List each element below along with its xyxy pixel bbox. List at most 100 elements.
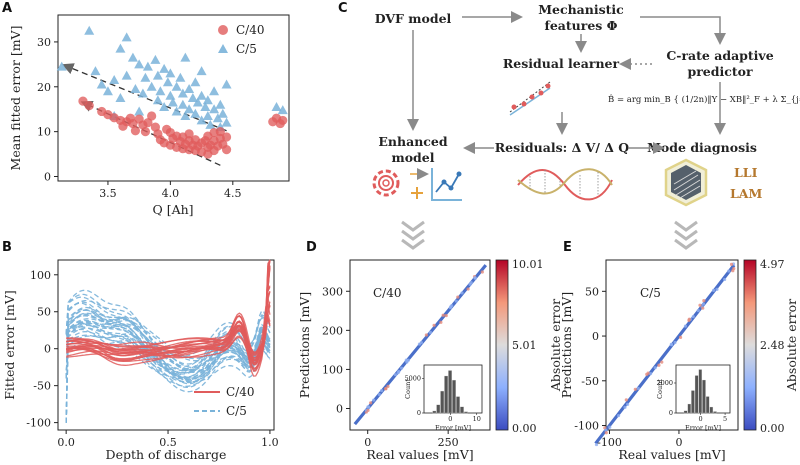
colorbar-label: Absolute error (548, 299, 563, 392)
x-tick-label: 0 (675, 436, 682, 449)
y-tick-label: 50 (37, 306, 51, 319)
legend-marker-c5 (218, 44, 228, 53)
prediction-point (604, 431, 608, 435)
point-c5 (137, 88, 148, 98)
y-tick-label: 200 (322, 324, 343, 337)
prediction-point (673, 340, 677, 345)
point-c5 (109, 75, 120, 85)
prediction-point (480, 270, 484, 274)
arrow-mech-crate (640, 16, 726, 45)
point-c5 (205, 119, 216, 129)
point-c40 (209, 127, 219, 138)
point-c5 (202, 95, 213, 105)
x-ticks: 3.5 4.0 4.5 (99, 181, 242, 200)
residual-learner-plot-icon (509, 81, 551, 116)
prediction-point (691, 315, 695, 319)
plot-title: C/5 (640, 286, 661, 300)
panel-c: C DVF model Mechanistic features Φ C-rat… (338, 1, 800, 250)
point-c5 (171, 81, 182, 91)
y-tick-label: -100 (26, 417, 51, 430)
point-c40 (84, 101, 94, 111)
point-c5 (134, 106, 145, 116)
prediction-point (454, 299, 458, 303)
prediction-point (732, 266, 736, 271)
point-c5 (196, 66, 207, 76)
point-c5 (177, 88, 188, 98)
y-tick-label: 0 (44, 171, 51, 184)
point-c40 (130, 126, 141, 136)
inset-ylabel: Count (404, 379, 412, 399)
chevron-down-icon (401, 220, 425, 250)
prediction-point (723, 277, 727, 282)
prediction-point (727, 269, 731, 273)
y-tick-label: 50 (585, 285, 599, 298)
panel-letter-c: C (338, 1, 348, 16)
plot-title: C/40 (373, 286, 402, 300)
point-c5 (165, 90, 176, 100)
prediction-point (711, 288, 716, 292)
plot-e-frame (605, 259, 739, 431)
y-tick-label: 10 (37, 126, 51, 139)
point-c40 (165, 127, 175, 138)
y-axis-label: Predictions [mV] (559, 292, 574, 398)
data-point-icon (545, 83, 551, 89)
x-tick-label: 0 (364, 436, 371, 449)
point-c40 (278, 115, 288, 126)
lli-label: LLI (734, 165, 758, 180)
prediction-point (399, 366, 404, 370)
prediction-point (417, 342, 422, 346)
x-tick-label: 0.0 (57, 436, 75, 449)
point-c40 (221, 132, 232, 142)
trend-arrow (61, 63, 227, 132)
prediction-point (669, 342, 673, 346)
point-c5 (162, 77, 173, 87)
inset-histogram: 0 10 0 5000 Count Error [mV] (404, 364, 483, 432)
point-c5 (180, 52, 191, 62)
point-c5 (167, 97, 178, 107)
curve-c5 (65, 293, 271, 367)
prediction-point (702, 299, 706, 303)
point-c5 (221, 79, 232, 89)
curve-c40 (66, 291, 271, 359)
histogram-bar (705, 396, 710, 414)
crate-label-2: predictor (687, 64, 752, 79)
enhanced-label-2: model (391, 150, 434, 165)
histogram-bar (694, 375, 699, 414)
y-tick-label: 100 (322, 363, 343, 376)
prediction-point (367, 405, 371, 409)
prediction-point (696, 308, 700, 313)
prediction-point (594, 442, 599, 447)
enhanced-label-1: Enhanced (378, 134, 447, 149)
prediction-point (698, 303, 702, 307)
prediction-point (649, 372, 653, 376)
prediction-point (653, 366, 657, 370)
inset-x-tick-label: 0 (698, 415, 702, 423)
battery-hexagon-icon (664, 158, 708, 207)
point-c5 (142, 61, 153, 71)
histogram-bar (698, 369, 703, 414)
curve-c5 (65, 331, 271, 387)
prediction-points (353, 264, 488, 426)
point-c40 (140, 127, 151, 137)
histogram-bar (709, 406, 714, 414)
prediction-point (466, 287, 470, 291)
point-c5 (190, 77, 201, 87)
prediction-point (616, 414, 621, 418)
lam-label: LAM (730, 186, 762, 201)
y-tick-label: -50 (581, 375, 599, 388)
prediction-point (444, 313, 448, 318)
point-c40 (203, 149, 213, 159)
prediction-band (594, 264, 736, 445)
prediction-point (384, 386, 388, 391)
curve-c40 (66, 259, 271, 377)
prediction-point (715, 287, 719, 291)
point-c5 (184, 84, 195, 94)
legend: C/40 C/5 (194, 385, 255, 418)
colorbar-tick-mid: 2.48 (760, 339, 785, 352)
dvf-model-label: DVF model (375, 11, 452, 26)
inset-x-tick-label: 10 (473, 415, 481, 423)
curve-c5 (65, 335, 271, 423)
prediction-point (701, 302, 706, 306)
point-c5 (134, 59, 145, 69)
